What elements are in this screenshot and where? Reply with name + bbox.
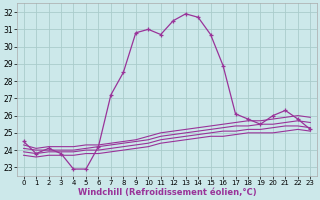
X-axis label: Windchill (Refroidissement éolien,°C): Windchill (Refroidissement éolien,°C) (78, 188, 256, 197)
